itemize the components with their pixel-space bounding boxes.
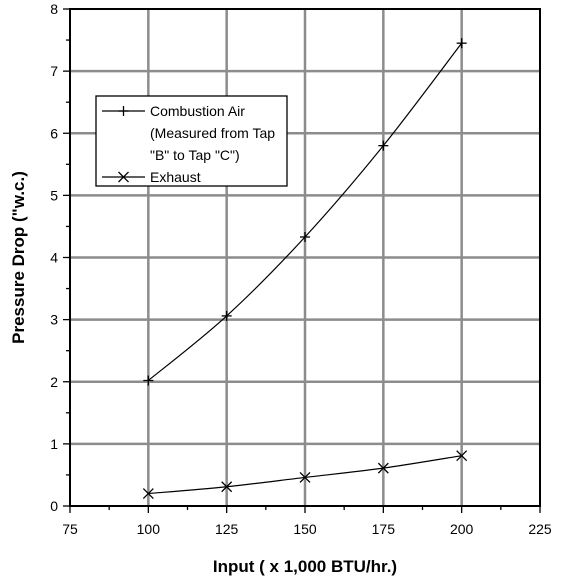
x-axis-title: Input ( x 1,000 BTU/hr.) — [213, 557, 397, 576]
data-point — [456, 450, 468, 462]
grid — [70, 9, 540, 506]
tick-labels: 75 100 125 150 175 200 225 0 1 2 3 4 5 6 7 8 — [50, 1, 552, 537]
y-tick-label: 2 — [50, 374, 58, 390]
legend: Combustion Air (Measured from Tap "B" to T… — [95, 95, 288, 187]
x-tick-label: 200 — [450, 521, 474, 537]
data-point — [378, 140, 389, 151]
data-point — [143, 375, 154, 386]
x-tick-label: 75 — [62, 521, 78, 537]
data-point — [221, 481, 233, 493]
data-point — [377, 462, 389, 474]
series-exhaust — [142, 450, 468, 500]
y-tick-label: 5 — [50, 187, 58, 203]
data-point — [142, 488, 154, 500]
x-tick-label: 225 — [528, 521, 552, 537]
x-tick-label: 100 — [137, 521, 161, 537]
data-point — [300, 231, 310, 242]
y-tick-label: 1 — [50, 436, 58, 452]
data-point — [456, 38, 467, 49]
y-tick-label: 7 — [50, 63, 58, 79]
y-axis-title: Pressure Drop ("w.c.) — [9, 171, 28, 344]
data-point — [299, 471, 311, 483]
y-tick-label: 8 — [50, 1, 58, 17]
legend-marker — [118, 171, 129, 183]
x-tick-label: 175 — [372, 521, 396, 537]
series-layer — [142, 38, 468, 500]
series-combustion-air — [143, 38, 467, 386]
y-tick-label: 4 — [50, 250, 58, 266]
axis-ticks — [63, 8, 541, 513]
legend-item: Combustion Air (Measured from Tap "B" to T… — [102, 103, 275, 163]
legend-label: "B" to Tap "C") — [150, 147, 240, 163]
data-point — [221, 310, 232, 321]
legend-label: Combustion Air — [150, 103, 245, 119]
y-tick-label: 0 — [50, 498, 58, 514]
legend-item: Exhaust — [102, 169, 201, 185]
x-tick-label: 125 — [215, 521, 239, 537]
y-tick-label: 6 — [50, 125, 58, 141]
legend-label: (Measured from Tap — [150, 125, 275, 141]
legend-marker — [118, 106, 129, 116]
x-tick-label: 150 — [293, 521, 317, 537]
y-tick-label: 3 — [50, 312, 58, 328]
legend-label: Exhaust — [150, 169, 201, 185]
